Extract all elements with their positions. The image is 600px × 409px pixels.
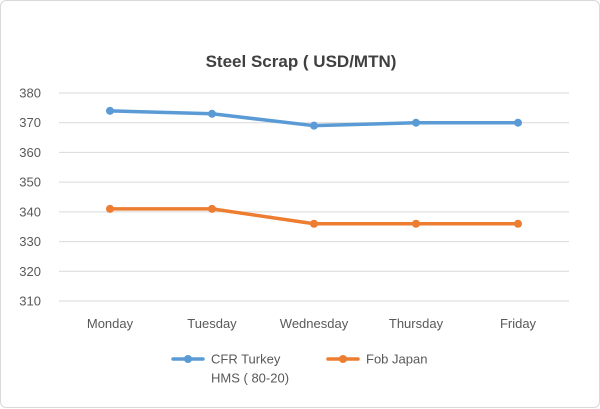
data-point xyxy=(514,219,522,228)
legend-item-2: Fob Japan xyxy=(326,352,427,367)
legend-label: CFR Turkey xyxy=(211,352,281,367)
x-tick-label: Tuesday xyxy=(187,316,237,331)
data-point xyxy=(412,118,420,127)
data-point xyxy=(208,109,216,118)
data-point xyxy=(310,121,318,130)
legend-marker xyxy=(184,355,192,363)
y-tick-label: 370 xyxy=(19,115,41,130)
y-tick-label: 330 xyxy=(19,234,41,249)
series-1 xyxy=(106,106,522,130)
data-point xyxy=(310,219,318,228)
y-tick-label: 320 xyxy=(19,264,41,279)
x-tick-label: Wednesday xyxy=(280,316,349,331)
data-point xyxy=(106,204,114,213)
x-tick-label: Thursday xyxy=(389,316,444,331)
legend-label: Fob Japan xyxy=(366,352,427,367)
data-point xyxy=(208,204,216,213)
data-point xyxy=(412,219,420,228)
y-tick-label: 360 xyxy=(19,145,41,160)
legend-marker xyxy=(339,355,347,363)
y-tick-label: 310 xyxy=(19,294,41,309)
data-point xyxy=(514,118,522,127)
x-tick-label: Monday xyxy=(87,316,134,331)
data-point xyxy=(106,106,114,115)
legend-label: HMS ( 80-20) xyxy=(211,371,289,386)
chart-title: Steel Scrap ( USD/MTN) xyxy=(206,52,397,71)
gridlines xyxy=(59,92,569,302)
legend: CFR Turkey HMS ( 80-20) Fob Japan xyxy=(171,352,427,386)
legend-item-1: CFR Turkey HMS ( 80-20) xyxy=(171,352,289,386)
x-tick-label: Friday xyxy=(500,316,537,331)
y-tick-label: 380 xyxy=(19,86,41,101)
series-2 xyxy=(106,204,522,228)
x-axis: Monday Tuesday Wednesday Thursday Friday xyxy=(87,316,537,331)
y-tick-label: 350 xyxy=(19,175,41,190)
y-axis: 310 320 330 340 350 360 370 380 xyxy=(19,86,41,309)
series-group xyxy=(106,106,522,228)
y-tick-label: 340 xyxy=(19,204,41,219)
